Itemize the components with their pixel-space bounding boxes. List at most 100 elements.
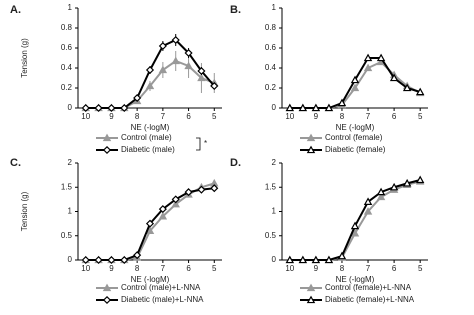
data-point [81, 103, 90, 113]
series-line [289, 180, 421, 261]
x-tick-label: 7 [161, 112, 166, 121]
data-point [324, 255, 334, 264]
data-point [197, 185, 206, 194]
legend-marker [102, 283, 112, 292]
data-point [94, 255, 103, 265]
x-axis-label: NE (-logM) [336, 275, 375, 284]
data-point [145, 226, 155, 235]
data-point [285, 255, 295, 264]
x-tick-label: 10 [81, 264, 90, 273]
legend-label: Diabetic (male) [121, 145, 175, 154]
legend-label: Control (female)+L-NNA [325, 283, 412, 292]
x-tick-label: 10 [285, 112, 294, 121]
data-point [350, 75, 360, 84]
x-tick-label: 10 [285, 264, 294, 273]
data-point [363, 207, 373, 215]
x-tick-label: 7 [366, 112, 371, 121]
y-tick-label: 1.5 [61, 182, 73, 191]
x-axis-label: NE (-logM) [131, 275, 170, 284]
x-tick-label: 6 [186, 112, 191, 121]
data-point [389, 73, 399, 82]
legend-label: Control (male)+L-NNA [121, 283, 201, 292]
legend-marker [306, 133, 316, 142]
data-point [415, 175, 425, 184]
y-tick-label: 0 [272, 103, 277, 112]
data-point [197, 73, 206, 82]
y-tick-label: 0.8 [265, 23, 277, 32]
data-point [184, 48, 193, 58]
data-point [337, 251, 347, 260]
y-axis-label: Tension (g) [20, 191, 29, 231]
data-point [363, 197, 373, 205]
y-tick-label: 2 [272, 158, 277, 167]
y-tick-label: 0.2 [61, 83, 73, 92]
data-point [171, 195, 180, 204]
y-tick-label: 0.4 [265, 63, 277, 72]
data-point [145, 65, 155, 75]
x-tick-label: 5 [212, 112, 217, 121]
x-tick-label: 5 [418, 112, 423, 121]
data-point [389, 182, 399, 191]
data-point [171, 35, 180, 45]
x-tick-label: 8 [340, 112, 345, 121]
data-point [158, 205, 167, 214]
x-tick-label: 9 [314, 264, 319, 273]
data-point [145, 81, 155, 90]
panel-label: D. [230, 157, 241, 169]
panel-label: C. [10, 157, 21, 169]
legend-marker [102, 295, 112, 305]
data-point [376, 53, 386, 62]
legend-marker [306, 295, 316, 304]
legend-marker [102, 133, 112, 142]
x-tick-label: 9 [109, 112, 114, 121]
x-tick-label: 8 [340, 264, 345, 273]
data-point [337, 98, 347, 107]
data-point [363, 53, 373, 62]
data-point [210, 81, 219, 91]
data-point [133, 93, 142, 103]
data-point [376, 187, 386, 196]
data-point [350, 221, 360, 230]
data-point [402, 178, 412, 187]
x-tick-label: 7 [366, 264, 371, 273]
x-tick-label: 6 [186, 264, 191, 273]
y-tick-label: 1 [68, 3, 73, 12]
data-point [311, 255, 321, 264]
data-point [210, 184, 219, 193]
panel-label: B. [230, 4, 241, 16]
y-tick-label: 0.8 [61, 23, 73, 32]
x-tick-label: 6 [392, 112, 397, 121]
y-tick-label: 0 [272, 255, 277, 264]
x-axis-label: NE (-logM) [336, 123, 375, 132]
y-tick-label: 1.5 [265, 182, 277, 191]
legend-label: Control (male) [121, 133, 172, 142]
data-point [285, 103, 295, 112]
data-point [120, 103, 129, 113]
x-tick-label: 5 [418, 264, 423, 273]
x-tick-label: 7 [161, 264, 166, 273]
y-tick-label: 0.5 [61, 231, 73, 240]
data-point [311, 103, 321, 112]
x-axis-label: NE (-logM) [131, 123, 170, 132]
data-point [145, 219, 155, 228]
x-tick-label: 9 [109, 264, 114, 273]
x-tick-label: 9 [314, 112, 319, 121]
legend-marker [306, 283, 316, 292]
y-tick-label: 0.2 [265, 83, 277, 92]
data-point [81, 255, 90, 265]
y-tick-label: 0 [68, 103, 73, 112]
annotation: * [204, 139, 207, 148]
data-point [298, 255, 308, 264]
data-point [197, 66, 206, 76]
data-point [171, 56, 180, 65]
data-point [415, 87, 425, 96]
y-tick-label: 0.6 [61, 43, 73, 52]
x-tick-label: 10 [81, 112, 90, 121]
data-point [158, 211, 168, 220]
data-point [171, 199, 180, 208]
data-point [324, 103, 334, 112]
y-tick-label: 1 [272, 207, 277, 216]
data-point [133, 251, 142, 260]
